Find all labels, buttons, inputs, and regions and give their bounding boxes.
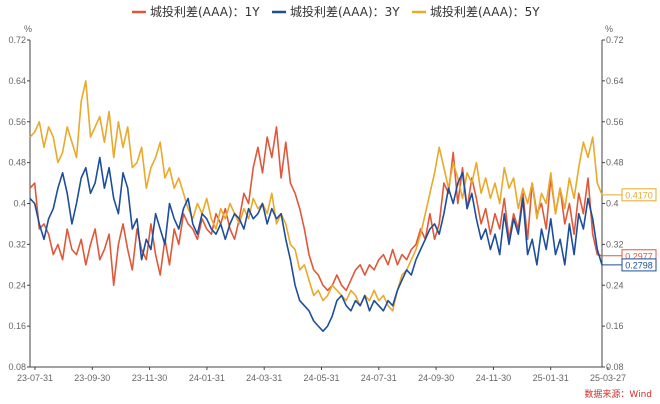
y-axis-right-ticks: 0.08 0.16 0.24 0.32 0.4 0.48 0.56 0.64 0.72 bbox=[602, 35, 624, 372]
y-unit-right: % bbox=[605, 24, 613, 34]
y-tick-label-right: 0.72 bbox=[606, 35, 624, 45]
source-note: 数据来源：Wind bbox=[584, 388, 652, 400]
series-line bbox=[29, 126, 603, 292]
x-tick-label: 24-01-31 bbox=[189, 373, 225, 383]
y-tick-label-right: 0.56 bbox=[606, 117, 624, 127]
legend: 城投利差(AAA)：1Y 城投利差(AAA)：3Y 城投利差(AAA)：5Y bbox=[132, 4, 540, 19]
legend-label: 城投利差(AAA)：3Y bbox=[290, 4, 400, 19]
legend-label: 城投利差(AAA)：1Y bbox=[150, 4, 260, 19]
legend-label: 城投利差(AAA)：5Y bbox=[430, 4, 540, 19]
y-tick-label-left: 0.72 bbox=[8, 35, 26, 45]
y-tick-label-right: 0.64 bbox=[606, 76, 624, 86]
x-tick-label: 23-07-31 bbox=[17, 373, 53, 383]
x-tick-label: 25-03-27 bbox=[590, 373, 626, 383]
y-tick-label-left: 0.4 bbox=[13, 199, 26, 209]
y-tick-label-left: 0.08 bbox=[8, 362, 26, 372]
x-tick-label: 23-09-30 bbox=[74, 373, 110, 383]
y-tick-label-right: 0.08 bbox=[606, 362, 624, 372]
y-tick-label-right: 0.16 bbox=[606, 321, 624, 331]
y-tick-label-left: 0.24 bbox=[8, 280, 26, 290]
y-tick-label-left: 0.64 bbox=[8, 76, 26, 86]
x-axis-ticks: 23-07-31 23-09-30 23-11-30 24-01-31 24-03-31… bbox=[17, 367, 626, 383]
end-value-label: 0.2798 bbox=[625, 260, 653, 270]
y-tick-label-right: 0.48 bbox=[606, 158, 624, 168]
end-value-label: 0.2977 bbox=[625, 251, 653, 261]
y-tick-label-right: 0.4 bbox=[606, 199, 619, 209]
x-tick-label: 25-01-31 bbox=[533, 373, 569, 383]
series-line bbox=[29, 80, 603, 312]
end-value-label: 0.4170 bbox=[625, 190, 653, 200]
y-unit-left: % bbox=[24, 24, 32, 34]
x-tick-label: 24-11-30 bbox=[476, 373, 511, 383]
end-label-box bbox=[621, 258, 657, 272]
y-axis-left-ticks: 0.08 0.16 0.24 0.32 0.4 0.48 0.56 0.64 0.72 bbox=[8, 35, 30, 372]
y-tick-label-left: 0.48 bbox=[8, 158, 26, 168]
x-tick-label: 24-05-31 bbox=[303, 373, 339, 383]
y-tick-label-left: 0.32 bbox=[8, 239, 26, 249]
x-tick-label: 24-09-30 bbox=[418, 373, 454, 383]
series-line bbox=[29, 156, 603, 333]
y-tick-label-left: 0.16 bbox=[8, 321, 26, 331]
series-lines bbox=[29, 80, 603, 333]
y-tick-label-right: 0.32 bbox=[606, 239, 624, 249]
x-tick-label: 24-07-31 bbox=[361, 373, 397, 383]
end-label-box bbox=[621, 188, 657, 202]
y-tick-label-right: 0.24 bbox=[606, 280, 624, 290]
x-tick-label: 23-11-30 bbox=[132, 373, 167, 383]
y-tick-label-left: 0.56 bbox=[8, 117, 26, 127]
x-tick-label: 24-03-31 bbox=[246, 373, 282, 383]
